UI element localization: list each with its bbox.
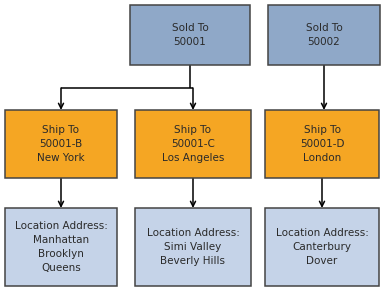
Bar	[135, 110, 251, 178]
Text: Sold To
50001: Sold To 50001	[171, 23, 208, 47]
Text: Location Address:
Canterbury
Dover: Location Address: Canterbury Dover	[276, 228, 368, 266]
Bar	[130, 5, 250, 65]
Text: Location Address:
Manhattan
Brooklyn
Queens: Location Address: Manhattan Brooklyn Que…	[15, 221, 108, 273]
Text: Ship To
50001-D
London: Ship To 50001-D London	[300, 125, 344, 163]
Bar	[265, 110, 379, 178]
Bar	[135, 208, 251, 286]
Text: Ship To
50001-B
New York: Ship To 50001-B New York	[37, 125, 85, 163]
Bar	[5, 110, 117, 178]
Bar	[268, 5, 380, 65]
Text: Location Address:
Simi Valley
Beverly Hills: Location Address: Simi Valley Beverly Hi…	[147, 228, 240, 266]
Bar	[265, 208, 379, 286]
Text: Ship To
50001-C
Los Angeles: Ship To 50001-C Los Angeles	[162, 125, 224, 163]
Bar	[5, 208, 117, 286]
Text: Sold To
50002: Sold To 50002	[306, 23, 342, 47]
